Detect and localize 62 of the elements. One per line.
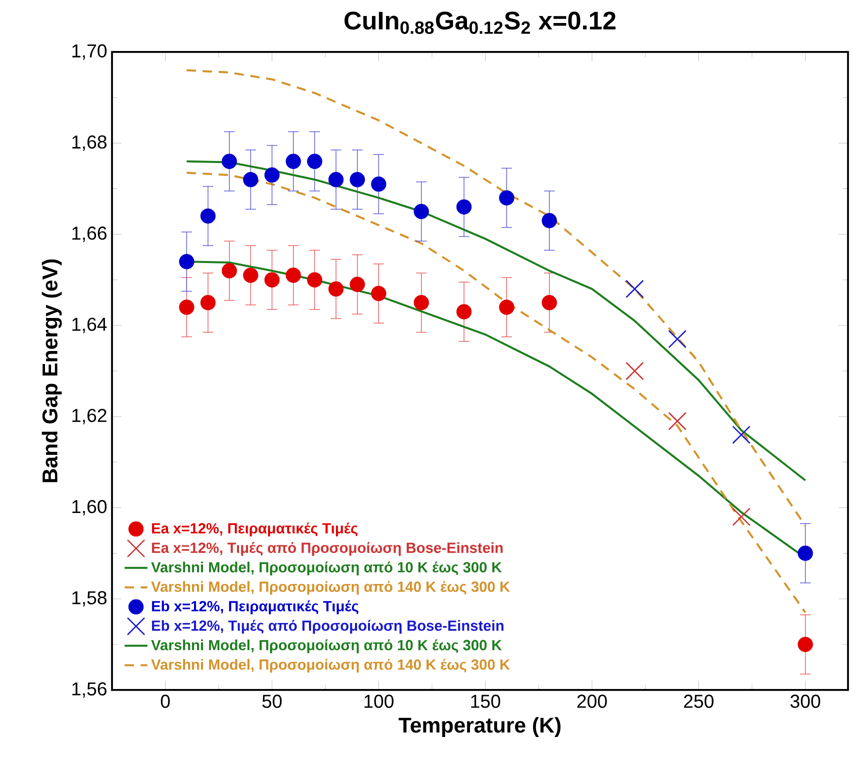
point [200, 208, 216, 224]
legend-label: Ea x=12%, Τιμές από Προσομοίωση Bose-Einstein [152, 542, 503, 556]
x-tick-label: 250 [684, 694, 714, 708]
point [371, 286, 386, 302]
x-tick-label: 50 [262, 694, 282, 708]
y-tick-label: 1,66 [72, 226, 106, 242]
point [179, 300, 194, 315]
point [798, 546, 813, 561]
legend-label: Varshni Model, Προσομοίωση από 10 K έως 300 K [151, 562, 502, 576]
x-tick-label: 0 [160, 694, 170, 708]
legend-label: Varshni Model, Προσομοίωση από 140 K έως 300 K [151, 580, 510, 595]
point [222, 154, 237, 169]
point [307, 154, 322, 169]
point [626, 362, 644, 380]
y-tick-label: 1,64 [72, 318, 107, 334]
point [286, 268, 301, 283]
point [222, 263, 237, 278]
legend-label: Varshni Model, Προσομοίωση από 140 K έως 300 K [151, 658, 510, 673]
x-tick-label: 100 [364, 694, 394, 708]
point [243, 172, 258, 188]
legend-label: Ea x=12%, Πειραματικές Τιμές [152, 522, 358, 536]
point [668, 412, 686, 430]
point [243, 268, 258, 283]
point [264, 272, 280, 288]
y-tick-label: 1,58 [72, 591, 106, 607]
point [542, 295, 557, 310]
point [414, 295, 429, 310]
y-tick-label: 1,62 [72, 408, 106, 424]
point [456, 304, 472, 320]
point [328, 172, 344, 188]
legend-label: Varshni Model, Προσομοίωση από 10 K έως 300 K [151, 639, 502, 654]
y-tick-label: 1,70 [72, 44, 107, 60]
point [668, 330, 686, 348]
y-tick-label: 1,56 [72, 682, 106, 698]
point [542, 213, 557, 228]
legend-label: Eb x=12%, Πειραματικές Τιμές [152, 600, 358, 614]
point [307, 272, 322, 288]
chart-title: CuIn$_{0.88}$Ga$_{0.12}$S$_{2}$ x=0.12 [344, 12, 616, 34]
y-axis-title: Band Gap Energy (eV) [42, 259, 62, 482]
point [200, 295, 216, 310]
point [350, 276, 365, 292]
point [350, 172, 365, 188]
x-axis-title: Temperature (K) [398, 717, 561, 737]
point [732, 508, 750, 526]
y-tick-label: 1,60 [72, 500, 107, 516]
y-tick-label: 1,68 [72, 135, 106, 151]
x-tick-label: 300 [790, 694, 820, 708]
point [179, 254, 194, 270]
point [328, 281, 344, 297]
point [264, 167, 280, 183]
point [456, 199, 472, 215]
x-tick-label: 200 [577, 694, 607, 708]
point [499, 300, 514, 315]
point [286, 154, 301, 169]
point [414, 204, 429, 220]
point [371, 176, 386, 192]
x-tick-label: 150 [471, 694, 500, 708]
point [798, 636, 813, 652]
point [499, 190, 514, 206]
point [732, 426, 750, 444]
point [626, 280, 644, 298]
legend-label: Eb x=12%, Τιμές από Προσομοίωση Bose-Einstein [152, 620, 504, 634]
